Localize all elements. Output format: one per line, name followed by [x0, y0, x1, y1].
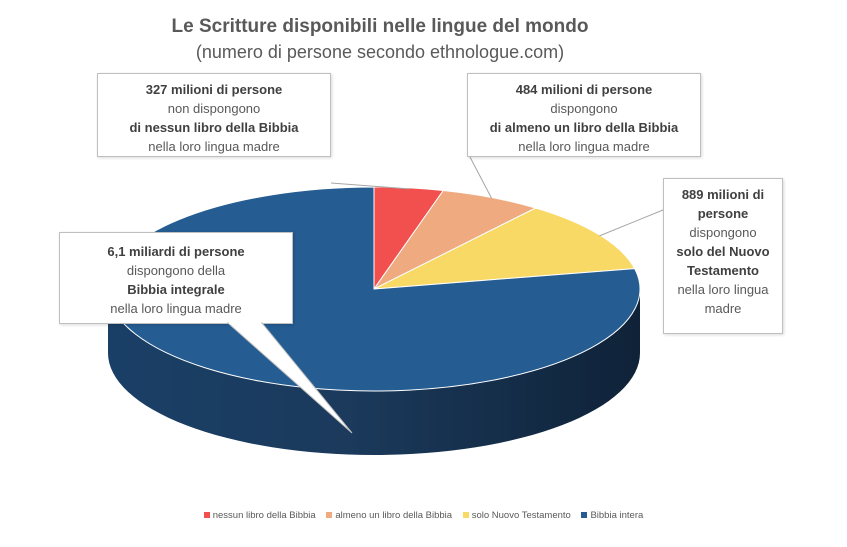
callout-almeno-verb: dispongono — [550, 101, 618, 116]
callout-nt-verb: dispongono — [689, 225, 757, 240]
legend-swatch-intera — [581, 512, 588, 519]
legend-label-nessun: nessun libro della Bibbia — [212, 510, 316, 521]
callout-nt-count-b: persone — [697, 206, 749, 221]
callout-intera-count: 6,1 miliardi di persone — [107, 244, 245, 259]
callout-almeno-count: 484 milioni di persone — [515, 82, 653, 97]
callout-intera-lang: nella loro lingua madre — [110, 301, 242, 316]
callout-nessun-what: di nessun libro della Bibbia — [129, 120, 299, 135]
slice-solo-nt — [373, 207, 636, 290]
leader-line-2 — [599, 209, 664, 237]
legend-label-almeno: almeno un libro della Bibbia — [335, 510, 453, 521]
callout-intera-what: Bibbia integrale — [127, 282, 225, 297]
callout-almeno-lang: nella loro lingua madre — [518, 139, 650, 154]
legend-swatch-almeno — [326, 512, 333, 519]
legend-label-nt: solo Nuovo Testamento — [471, 510, 571, 521]
callout-nessun-count: 327 milioni di persone — [145, 82, 283, 97]
callout-nessun-lang: nella loro lingua madre — [148, 139, 280, 154]
callout-nt-count-a: 889 milioni di — [681, 187, 765, 202]
callout-nt-lang-a: nella loro lingua — [677, 282, 769, 297]
legend-item-nt: solo Nuovo Testamento — [462, 510, 571, 521]
callout-bibbia-intera: 6,1 miliardi di persone dispongono della… — [59, 232, 293, 324]
legend-item-almeno: almeno un libro della Bibbia — [326, 510, 452, 521]
legend: nessun libro della Bibbia almeno un libr… — [0, 510, 847, 521]
legend-label-intera: Bibbia intera — [590, 510, 644, 521]
callout-nt-what-b: Testamento — [687, 263, 759, 278]
callout-nessun-libro: 327 milioni di persone non dispongono di… — [97, 73, 331, 157]
legend-item-intera: Bibbia intera — [581, 510, 643, 521]
callout-almeno-what: di almeno un libro della Bibbia — [489, 120, 679, 135]
callout-almeno-un-libro: 484 milioni di persone dispongono di alm… — [467, 73, 701, 157]
chart-subtitle: (numero di persone secondo ethnologue.co… — [195, 42, 565, 62]
callout-intera-verb: dispongono della — [126, 263, 226, 278]
callout-nt-lang-b: madre — [704, 301, 742, 316]
chart-title: Le Scritture disponibili nelle lingue de… — [171, 16, 589, 37]
callout-nessun-verb: non dispongono — [167, 101, 261, 116]
leader-line-0 — [330, 182, 409, 190]
callout-nt-what-a: solo del Nuovo — [676, 244, 770, 259]
legend-swatch-nt — [462, 512, 469, 519]
callout-solo-nt: 889 milioni di persone dispongono solo d… — [663, 178, 783, 334]
legend-item-nessun: nessun libro della Bibbia — [203, 510, 316, 521]
leader-line-1 — [469, 156, 493, 199]
legend-swatch-nessun — [203, 512, 210, 519]
